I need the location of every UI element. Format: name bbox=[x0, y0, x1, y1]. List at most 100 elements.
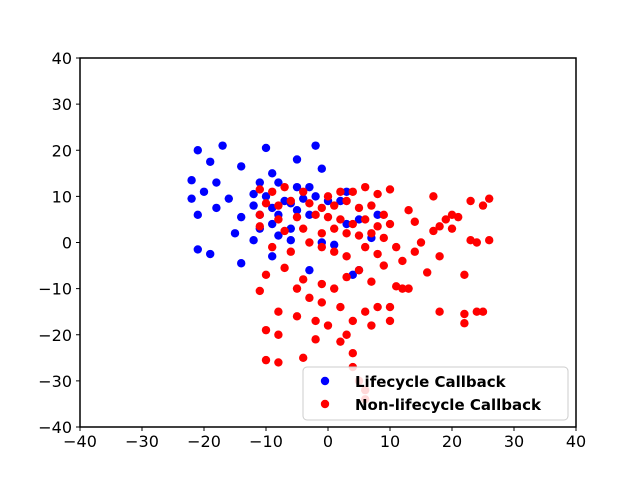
x-tick-label: −30 bbox=[125, 432, 159, 451]
data-point bbox=[286, 247, 295, 256]
data-point bbox=[261, 199, 271, 208]
data-point bbox=[330, 284, 339, 293]
y-tick-label: 20 bbox=[52, 141, 72, 160]
data-point bbox=[305, 182, 314, 192]
data-point bbox=[311, 141, 320, 150]
data-point bbox=[311, 192, 320, 201]
series-1 bbox=[255, 182, 494, 404]
y-tick-label: −30 bbox=[38, 372, 72, 391]
data-point bbox=[348, 349, 357, 358]
y-tick-label: −10 bbox=[38, 280, 72, 299]
legend-box bbox=[302, 366, 569, 421]
data-point bbox=[354, 265, 364, 275]
x-tick-label: 30 bbox=[504, 432, 524, 451]
data-point bbox=[261, 325, 271, 335]
data-point bbox=[249, 201, 258, 210]
data-point bbox=[336, 215, 345, 224]
data-point bbox=[268, 219, 277, 229]
data-point bbox=[330, 240, 339, 250]
x-tick-label: 0 bbox=[323, 432, 333, 451]
x-tick-label: 20 bbox=[442, 432, 462, 451]
data-point bbox=[292, 155, 302, 164]
data-point bbox=[361, 242, 370, 252]
data-point bbox=[292, 206, 302, 215]
data-point bbox=[379, 261, 388, 270]
data-point bbox=[435, 252, 444, 261]
data-point bbox=[348, 219, 357, 229]
data-point bbox=[261, 270, 271, 279]
data-point bbox=[435, 222, 444, 231]
data-point bbox=[373, 249, 382, 259]
data-point bbox=[299, 224, 308, 233]
y-tick-label: −20 bbox=[38, 326, 72, 345]
data-point bbox=[292, 284, 302, 293]
data-point bbox=[373, 210, 382, 220]
data-point bbox=[460, 319, 469, 328]
data-point bbox=[323, 321, 333, 330]
data-point bbox=[466, 196, 475, 206]
data-point bbox=[299, 353, 308, 363]
data-point bbox=[429, 192, 438, 201]
data-point bbox=[423, 268, 432, 277]
data-point bbox=[398, 256, 407, 266]
data-point bbox=[336, 187, 345, 196]
data-point bbox=[342, 272, 351, 282]
data-point bbox=[454, 212, 463, 222]
data-point bbox=[305, 265, 314, 275]
legend: Lifecycle Callback Non-lifecycle Callback bbox=[302, 366, 569, 421]
data-point bbox=[379, 210, 388, 220]
data-point bbox=[206, 157, 215, 166]
data-point bbox=[311, 316, 320, 326]
data-point bbox=[299, 187, 308, 196]
data-point bbox=[385, 302, 395, 312]
data-point bbox=[361, 215, 370, 224]
data-point bbox=[373, 302, 382, 312]
data-point bbox=[292, 312, 302, 321]
data-point bbox=[323, 192, 333, 201]
data-point bbox=[410, 247, 419, 256]
y-tick-label: 40 bbox=[52, 49, 72, 68]
data-point bbox=[330, 201, 339, 210]
data-point bbox=[286, 235, 295, 245]
plot-area bbox=[79, 57, 577, 428]
data-point bbox=[367, 321, 376, 330]
axes-frame bbox=[79, 57, 577, 428]
data-point bbox=[373, 222, 382, 231]
data-point bbox=[292, 212, 302, 222]
data-point bbox=[435, 307, 444, 316]
y-tick-label: 10 bbox=[52, 187, 72, 206]
data-point bbox=[342, 229, 351, 238]
data-point bbox=[354, 215, 364, 224]
data-point bbox=[317, 279, 326, 289]
data-point bbox=[218, 141, 227, 150]
data-point bbox=[249, 189, 258, 199]
data-point bbox=[385, 316, 395, 326]
data-point bbox=[274, 178, 283, 187]
data-point bbox=[410, 217, 419, 226]
data-point bbox=[268, 187, 277, 196]
data-point bbox=[193, 146, 202, 155]
data-point bbox=[373, 189, 382, 199]
data-point bbox=[460, 270, 469, 279]
data-point bbox=[478, 201, 488, 210]
data-point bbox=[193, 245, 202, 254]
data-point bbox=[317, 229, 326, 238]
data-point bbox=[336, 196, 345, 206]
data-point bbox=[286, 196, 295, 206]
y-tick-label: −40 bbox=[38, 418, 72, 437]
data-point bbox=[261, 143, 271, 153]
data-point bbox=[268, 242, 277, 252]
data-point bbox=[274, 358, 283, 367]
data-point bbox=[348, 316, 357, 326]
data-point bbox=[323, 212, 333, 222]
data-point bbox=[385, 219, 395, 229]
data-point bbox=[199, 187, 209, 196]
data-point bbox=[354, 231, 364, 240]
data-point bbox=[268, 252, 277, 261]
data-point bbox=[367, 229, 376, 238]
data-point bbox=[274, 307, 283, 316]
data-point bbox=[342, 252, 351, 261]
data-point bbox=[187, 176, 196, 185]
data-point bbox=[237, 259, 246, 268]
